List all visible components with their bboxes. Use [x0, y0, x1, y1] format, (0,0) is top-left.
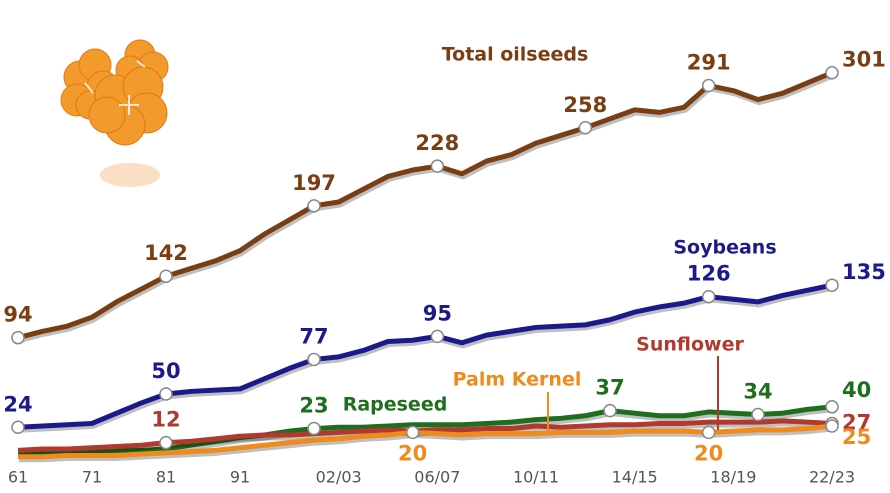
data-label: 12: [151, 408, 180, 432]
data-point: [701, 289, 716, 304]
data-label: 27: [842, 410, 871, 434]
data-point: [701, 425, 716, 440]
x-tick-label: 22/23: [809, 468, 855, 487]
data-label: 34: [743, 379, 772, 403]
flower-icon: [60, 39, 169, 187]
data-point: [578, 121, 593, 135]
data-label: 258: [563, 93, 607, 117]
series-line: [17, 70, 833, 341]
x-tick-label: 71: [82, 468, 102, 487]
x-tick-label: 02/03: [316, 468, 362, 487]
series-name: Rapeseed: [343, 394, 448, 416]
data-label: 25: [842, 425, 871, 449]
data-point: [405, 425, 420, 440]
series-line: [18, 404, 833, 456]
data-point: [307, 352, 321, 367]
data-label: 23: [299, 394, 328, 418]
series-line: [18, 423, 833, 460]
data-point: [307, 199, 321, 213]
data-label: 24: [3, 392, 32, 416]
data-label: 20: [398, 441, 427, 465]
x-tick-label: 61: [8, 468, 28, 487]
series-line: [17, 282, 833, 430]
series-name: Palm Kernel: [453, 369, 582, 391]
data-label: 291: [687, 51, 731, 75]
data-label: 95: [423, 301, 452, 325]
data-point: [159, 387, 173, 401]
data-label: 301: [842, 48, 886, 72]
data-point: [430, 329, 445, 344]
x-tick-label: 06/07: [414, 468, 460, 487]
data-point: [825, 65, 839, 80]
data-point: [11, 330, 25, 345]
data-label: 228: [415, 131, 459, 155]
data-point: [825, 278, 839, 292]
data-label: 37: [595, 376, 624, 400]
x-tick-label: 18/19: [710, 468, 756, 487]
data-label: 94: [3, 303, 32, 327]
data-point: [701, 78, 716, 93]
data-point: [751, 407, 765, 422]
data-point: [603, 403, 617, 418]
series-name: Total oilseeds: [442, 44, 589, 66]
x-tick-label: 81: [156, 468, 176, 487]
x-tick-label: 10/11: [513, 468, 559, 487]
data-label: 20: [694, 441, 723, 465]
series-name: Sunflower: [636, 334, 744, 356]
data-label: 40: [842, 378, 871, 402]
data-label: 126: [687, 262, 731, 286]
x-tick-label: 14/15: [612, 468, 658, 487]
data-label: 135: [842, 260, 886, 284]
series-line: [17, 418, 833, 453]
series-name: Soybeans: [673, 237, 776, 259]
data-label: 77: [299, 324, 328, 348]
data-point: [159, 269, 173, 283]
data-point: [11, 420, 25, 435]
data-point: [159, 435, 173, 450]
data-label: 197: [292, 171, 336, 195]
data-label: 50: [151, 359, 180, 383]
x-tick-label: 91: [230, 468, 250, 487]
data-point: [825, 400, 839, 414]
data-point: [825, 419, 839, 433]
data-point: [430, 159, 445, 173]
data-label: 142: [144, 241, 188, 265]
data-point: [307, 421, 321, 436]
